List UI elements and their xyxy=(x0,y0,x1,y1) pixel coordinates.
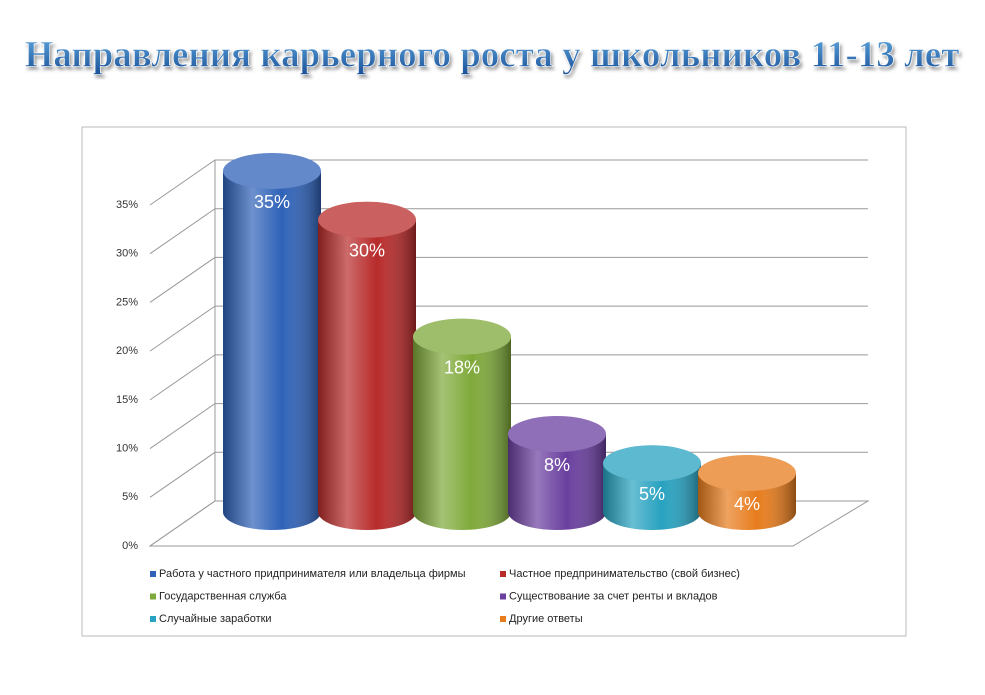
bar-shade xyxy=(223,171,321,530)
bar-top-highlight xyxy=(413,318,511,355)
value-label: 5% xyxy=(639,484,665,504)
chart-title: Направления карьерного роста у школьнико… xyxy=(25,34,960,75)
legend-swatch xyxy=(150,571,156,577)
cylinder: 8% xyxy=(508,416,606,530)
grid-line xyxy=(149,256,868,303)
grid-line xyxy=(149,159,868,206)
value-label: 18% xyxy=(444,357,480,377)
grid-line xyxy=(149,354,868,401)
y-tick-label: 5% xyxy=(122,491,138,503)
cylinder: 18% xyxy=(413,318,511,530)
bar-top-highlight xyxy=(508,416,606,453)
y-tick-label: 35% xyxy=(116,199,138,211)
y-tick-label: 20% xyxy=(116,345,138,357)
bar-top xyxy=(508,416,606,453)
grid-line xyxy=(149,305,868,352)
grid-line xyxy=(149,208,868,255)
bar-top xyxy=(223,153,321,189)
y-tick-label: 0% xyxy=(122,540,138,552)
cylinder: 35% xyxy=(223,153,321,530)
cylinder: 4% xyxy=(698,455,796,530)
legend-label: Существование за счет ренты и вкладов xyxy=(509,590,718,602)
value-label: 30% xyxy=(349,240,385,260)
legend-label: Случайные заработки xyxy=(159,613,272,625)
bar-top-highlight xyxy=(698,455,796,492)
bar-top-highlight xyxy=(603,445,701,482)
y-tick-label: 10% xyxy=(116,442,138,454)
value-label: 8% xyxy=(544,455,570,475)
bar-top xyxy=(603,445,701,482)
grid-line xyxy=(149,403,868,449)
bar-top-highlight xyxy=(223,153,321,189)
legend-swatch xyxy=(500,593,506,600)
y-tick-label: 15% xyxy=(116,394,138,406)
bar-top xyxy=(318,201,416,238)
y-tick-label: 30% xyxy=(116,248,138,260)
y-tick-label: 25% xyxy=(116,296,138,308)
legend-label: Государственная служба xyxy=(159,590,287,602)
bar-top-highlight xyxy=(318,201,416,238)
legend-swatch xyxy=(150,616,156,622)
bar-shade xyxy=(508,434,606,530)
legend-swatch xyxy=(150,593,156,600)
legend-label: Работа у частного придпринимателя или вл… xyxy=(159,568,466,580)
legend-swatch xyxy=(500,571,506,577)
value-label: 4% xyxy=(734,494,760,514)
legend-swatch xyxy=(500,616,506,622)
bar-shade xyxy=(318,219,416,530)
plot-area: 0% 5% 10% 15% 20% 25% 30% 35% 35% Работа у частно… xyxy=(116,153,870,625)
bar-top xyxy=(413,318,511,355)
bar-shade xyxy=(603,463,701,530)
legend-label: Другие ответы xyxy=(509,613,583,625)
value-label: 35% xyxy=(254,192,290,212)
bar-top xyxy=(698,455,796,492)
legend-label: Частное предпринимательство (свой бизнес… xyxy=(509,568,740,580)
bar-shade xyxy=(413,336,511,530)
cylinder: 30% xyxy=(318,201,416,530)
cylinder: 5% xyxy=(603,445,701,530)
